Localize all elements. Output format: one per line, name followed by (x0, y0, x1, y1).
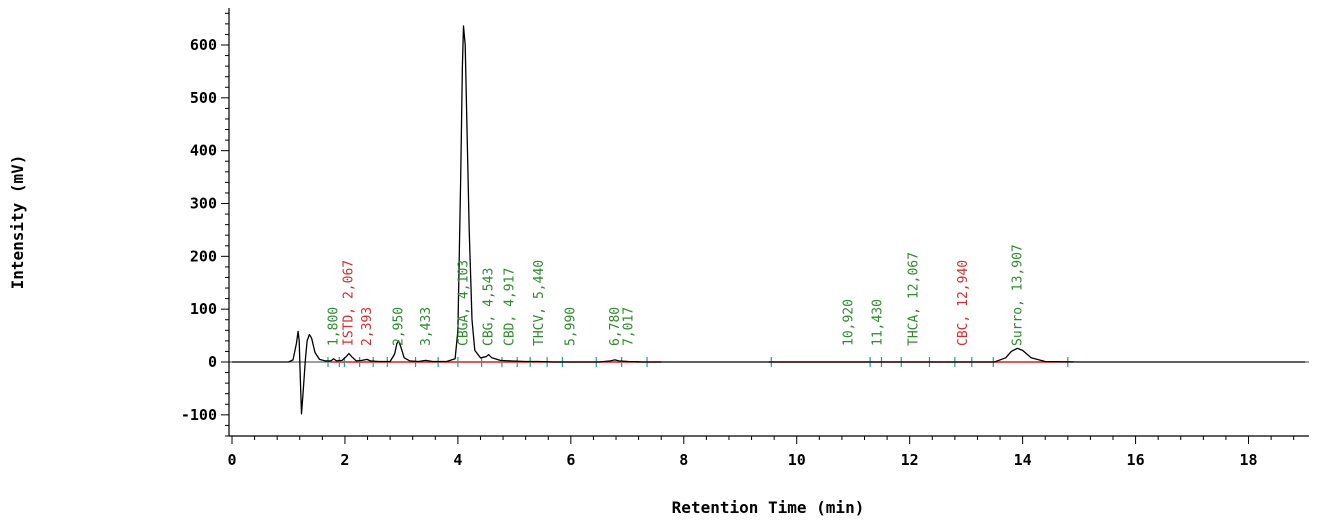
peak-label: 11,430 (871, 299, 886, 346)
peak-label: CBGA, 4,103 (457, 260, 472, 346)
x-tick-label: 4 (453, 451, 462, 469)
x-tick-label: 14 (1014, 451, 1032, 469)
peak-label: 5,990 (563, 307, 578, 346)
peak-label: 7,017 (621, 307, 636, 346)
peak-label: CBC, 12,940 (956, 260, 971, 346)
x-tick-label: 12 (901, 451, 919, 469)
peak-label: 3,433 (419, 307, 434, 346)
peak-label: CBD, 4,917 (503, 268, 518, 346)
y-tick-label: 100 (190, 300, 217, 318)
y-tick-label: 0 (208, 353, 217, 371)
x-tick-label: 18 (1239, 451, 1257, 469)
chromatogram-trace (232, 25, 1305, 415)
y-tick-label: 500 (190, 89, 217, 107)
peak-label: 10,920 (842, 299, 857, 346)
x-tick-label: 2 (340, 451, 349, 469)
x-tick-label: 6 (566, 451, 575, 469)
x-axis-title: Retention Time (min) (672, 498, 865, 517)
peak-label: ISTD, 2,067 (342, 260, 357, 346)
y-axis-title: Intensity (mV) (8, 155, 27, 290)
peak-label: CBG, 4,543 (482, 268, 497, 346)
axes: 0 2 4 6 8 10 12 14 16 18 -100 0 100 200 300 400 500 600 (181, 8, 1309, 469)
peak-label: 2,393 (360, 307, 375, 346)
signal-trace (232, 25, 1305, 415)
y-tick-label: 400 (190, 142, 217, 160)
x-tick-label: 8 (679, 451, 688, 469)
peak-label: THCA, 12,067 (907, 252, 922, 346)
peak-label: Surro, 13,907 (1010, 244, 1025, 346)
y-tick-label: 200 (190, 247, 217, 265)
y-tick-label: 300 (190, 195, 217, 213)
x-tick-label: 10 (788, 451, 806, 469)
peak-label: 6,780 (608, 307, 623, 346)
x-tick-label: 0 (227, 451, 236, 469)
peak-label: 2,950 (392, 307, 407, 346)
peak-label: THCV, 5,440 (532, 260, 547, 346)
peak-labels: 1,800 ISTD, 2,067 2,393 2,950 3,433 CBGA, 4,1… (327, 244, 1026, 346)
y-tick-label: -100 (181, 406, 217, 424)
x-tick-label: 16 (1127, 451, 1145, 469)
y-tick-label: 600 (190, 36, 217, 54)
peak-label: 1,800 (327, 307, 342, 346)
